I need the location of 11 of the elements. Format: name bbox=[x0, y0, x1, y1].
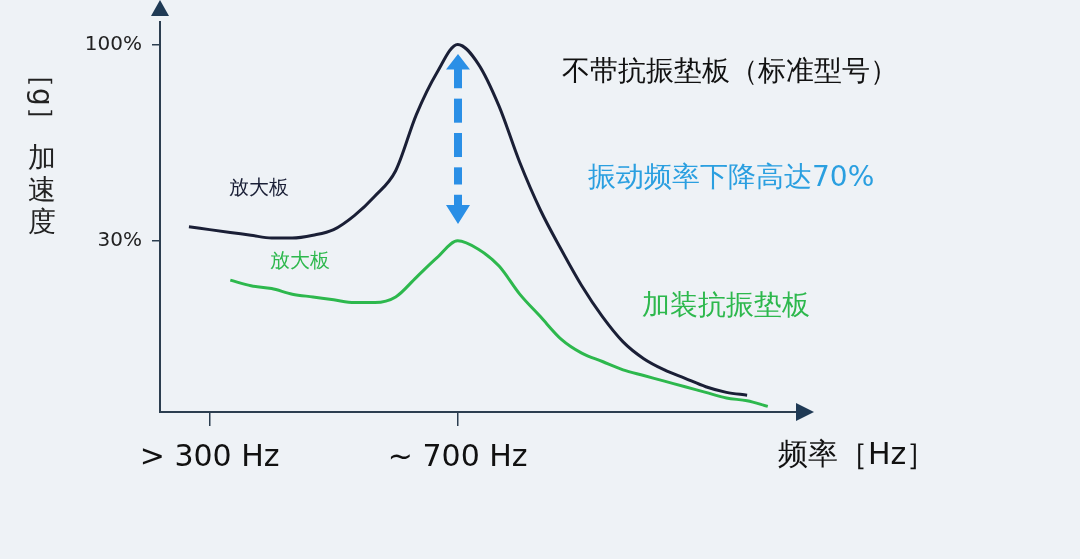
x-axis-title: 频率［Hz］ bbox=[778, 435, 937, 473]
annotation: 不带抗振垫板（标准型号） bbox=[562, 53, 898, 89]
annotation: 振动频率下降高达70% bbox=[588, 159, 875, 195]
annotation: 加装抗振垫板 bbox=[642, 287, 810, 323]
x-tick-label: ~ 700 Hz bbox=[387, 437, 528, 473]
y-axis-title: ［g］加速度 bbox=[25, 60, 60, 239]
x-tick-label: > 300 Hz bbox=[139, 437, 280, 473]
y-tick-label: 100% bbox=[84, 30, 142, 55]
series-label: 放大板 bbox=[270, 248, 331, 273]
y-tick-label: 30% bbox=[97, 227, 142, 252]
series-label: 放大板 bbox=[228, 175, 289, 200]
